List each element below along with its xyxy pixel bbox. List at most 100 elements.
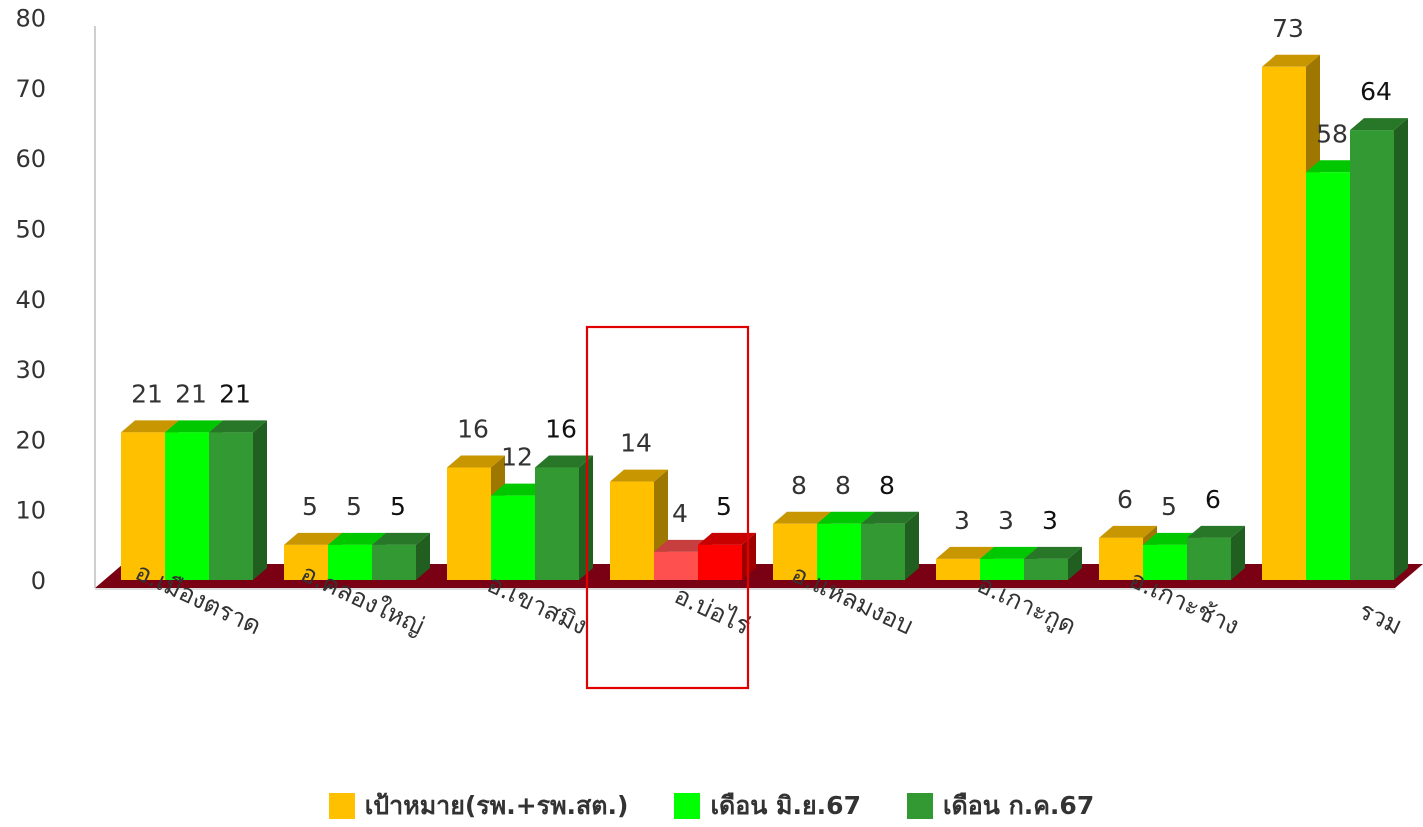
legend-label-july: เดือน ก.ค.67 bbox=[942, 791, 1095, 820]
bar-front bbox=[1099, 537, 1143, 580]
data-label: 21 bbox=[219, 379, 251, 408]
bar-front bbox=[372, 544, 416, 580]
data-label: 5 bbox=[1161, 492, 1177, 521]
bar-side bbox=[1394, 118, 1408, 580]
bar-front bbox=[1306, 172, 1350, 580]
bar-front bbox=[491, 495, 535, 580]
data-label: 12 bbox=[501, 443, 533, 472]
bar-top bbox=[1143, 532, 1201, 545]
bar-front bbox=[209, 432, 253, 580]
bar bbox=[372, 532, 430, 580]
bar-front bbox=[535, 467, 579, 580]
data-label: 8 bbox=[791, 471, 807, 500]
data-label: 5 bbox=[302, 492, 318, 521]
bar bbox=[535, 455, 593, 580]
data-label: 8 bbox=[835, 471, 851, 500]
bar-side bbox=[1231, 525, 1245, 580]
bar-top bbox=[209, 420, 267, 433]
bar-front bbox=[1350, 130, 1394, 580]
data-label: 5 bbox=[390, 492, 406, 521]
bar-front bbox=[1143, 544, 1187, 580]
data-label: 3 bbox=[1042, 506, 1058, 535]
legend-swatch-june bbox=[674, 793, 701, 819]
bar-front bbox=[698, 544, 742, 580]
bar bbox=[1187, 525, 1245, 580]
bar-front bbox=[654, 551, 698, 580]
legend-item-june: เดือน มิ.ย.67 bbox=[674, 786, 861, 826]
bar-front bbox=[817, 523, 861, 580]
data-label: 8 bbox=[879, 471, 895, 500]
legend-item-july: เดือน ก.ค.67 bbox=[906, 786, 1095, 826]
data-label: 6 bbox=[1205, 485, 1221, 514]
bar-top bbox=[447, 455, 505, 468]
bar-top bbox=[654, 539, 712, 552]
data-label: 4 bbox=[672, 499, 688, 528]
bar-front bbox=[610, 481, 654, 580]
bar-top bbox=[773, 511, 831, 524]
data-label: 58 bbox=[1316, 119, 1348, 148]
bar-front bbox=[121, 432, 165, 580]
bar bbox=[209, 420, 267, 580]
bar-top bbox=[284, 532, 342, 545]
legend-item-target: เป้าหมาย(รพ.+รพ.สต.) bbox=[328, 786, 629, 826]
data-label: 6 bbox=[1117, 485, 1133, 514]
bar-top bbox=[1350, 118, 1408, 131]
bar bbox=[447, 455, 505, 580]
data-label: 5 bbox=[346, 492, 362, 521]
bar-top bbox=[1306, 160, 1364, 173]
legend-swatch-target bbox=[328, 793, 355, 819]
data-label: 5 bbox=[716, 492, 732, 521]
y-tick-label: 30 bbox=[15, 356, 46, 384]
bar-top bbox=[1099, 525, 1157, 538]
bar-top bbox=[1024, 546, 1082, 559]
data-label: 3 bbox=[954, 506, 970, 535]
y-tick-label: 50 bbox=[15, 216, 46, 244]
bar-top bbox=[1262, 54, 1320, 67]
bar-top bbox=[610, 469, 668, 482]
bar-side bbox=[253, 420, 267, 580]
bar-top bbox=[980, 546, 1038, 559]
bar-side bbox=[905, 511, 919, 580]
y-axis: 0 10 20 30 40 50 60 70 80 bbox=[15, 5, 96, 595]
y-tick-label: 10 bbox=[15, 497, 46, 525]
bar-front bbox=[447, 467, 491, 580]
bar-top bbox=[372, 532, 430, 545]
y-tick-label: 40 bbox=[15, 286, 46, 314]
bar-top bbox=[121, 420, 179, 433]
bar-top bbox=[328, 532, 386, 545]
data-label: 64 bbox=[1360, 77, 1392, 106]
bar-side bbox=[1068, 546, 1082, 580]
y-tick-label: 60 bbox=[15, 145, 46, 173]
y-tick-label: 20 bbox=[15, 426, 46, 454]
bar-top bbox=[535, 455, 593, 468]
legend-swatch-july bbox=[906, 793, 933, 819]
data-label: 3 bbox=[998, 506, 1014, 535]
legend: เป้าหมาย(รพ.+รพ.สต.) เดือน มิ.ย.67 เดือน… bbox=[0, 786, 1423, 826]
bar bbox=[1350, 118, 1408, 580]
bar-front bbox=[1187, 537, 1231, 580]
category-label: รวม bbox=[1355, 596, 1407, 641]
bar bbox=[698, 532, 756, 580]
bar-front bbox=[1024, 558, 1068, 580]
data-label: 16 bbox=[545, 415, 577, 444]
bar-side bbox=[416, 532, 430, 580]
bar-top bbox=[861, 511, 919, 524]
legend-label-target: เป้าหมาย(รพ.+รพ.สต.) bbox=[364, 791, 629, 820]
data-label: 21 bbox=[131, 379, 163, 408]
bar-top bbox=[165, 420, 223, 433]
bar-top bbox=[698, 532, 756, 545]
bar-front bbox=[861, 523, 905, 580]
highlight-rectangle bbox=[585, 325, 750, 690]
y-tick-label: 70 bbox=[15, 75, 46, 103]
bar bbox=[1024, 546, 1082, 580]
bars bbox=[121, 54, 1408, 581]
bar-front bbox=[284, 544, 328, 580]
y-tick-label: 80 bbox=[15, 5, 46, 33]
bar bbox=[861, 511, 919, 580]
bar-front bbox=[328, 544, 372, 580]
data-label: 21 bbox=[175, 379, 207, 408]
bar-top bbox=[1187, 525, 1245, 538]
data-label: 73 bbox=[1272, 14, 1304, 43]
